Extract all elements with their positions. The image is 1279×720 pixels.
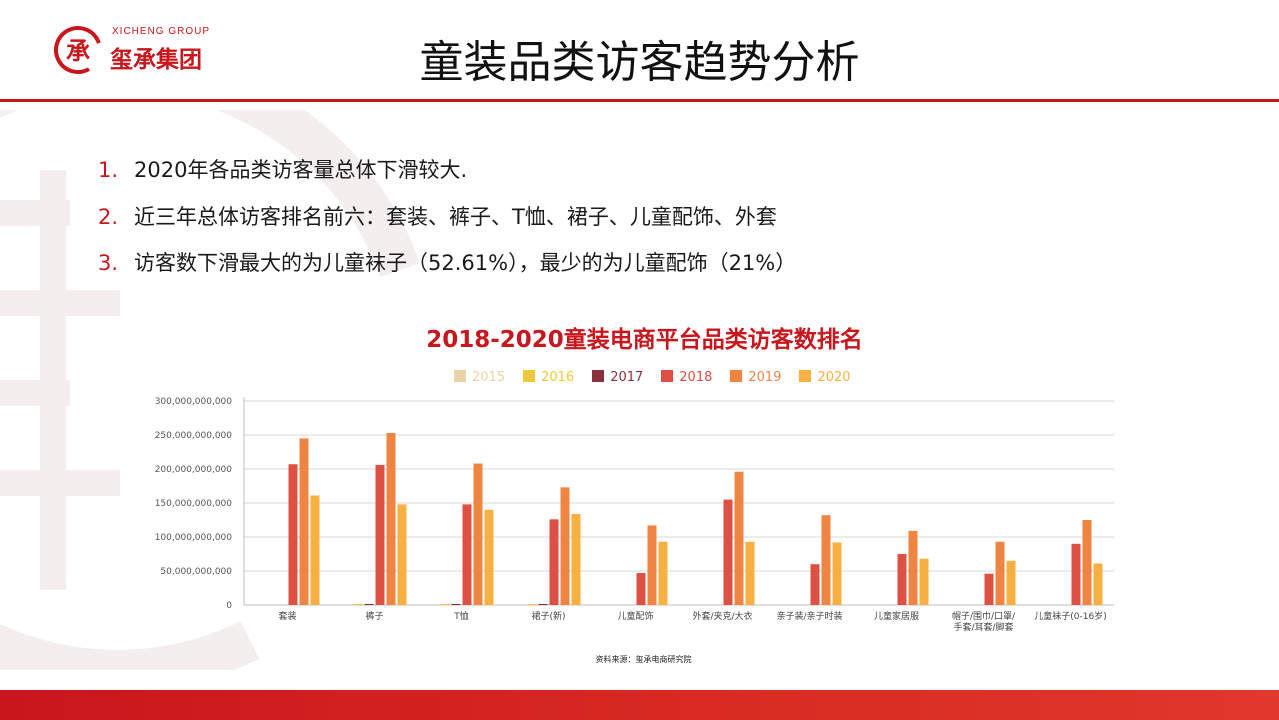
x-tick-label: 裤子 <box>365 610 383 622</box>
bar-2020 <box>310 495 320 605</box>
bar-2019 <box>299 438 309 605</box>
footer-bar <box>0 690 1279 720</box>
x-tick-label: 手套/耳套/脚套 <box>953 621 1013 633</box>
key-point-number: 1. <box>98 158 119 182</box>
legend-item: 2019 <box>730 370 781 385</box>
bar-2019 <box>908 530 918 605</box>
bar-2017 <box>451 603 461 605</box>
key-point-2: 2. 近三年总体访客排名前六：套装、裤子、T恤、裙子、儿童配饰、外套 <box>98 205 796 229</box>
x-tick-label: 儿童家居服 <box>874 610 919 622</box>
key-point-3: 3. 访客数下滑最大的为儿童袜子（52.61%），最少的为儿童配饰（21%） <box>98 251 796 275</box>
key-point-text: 访客数下滑最大的为儿童袜子（52.61%），最少的为儿童配饰（21%） <box>134 251 797 275</box>
y-tick-label: 0 <box>226 601 232 611</box>
bar-2016 <box>527 603 537 605</box>
bar-2018 <box>1071 543 1081 605</box>
bar-2016 <box>353 603 363 605</box>
legend-label: 2015 <box>472 370 506 385</box>
bar-2018 <box>810 564 820 605</box>
bar-2019 <box>821 515 831 605</box>
brand-seal-text: 承 <box>66 37 90 65</box>
key-point-number: 2. <box>98 204 119 229</box>
y-tick-label: 150,000,000,000 <box>155 499 233 509</box>
x-tick-label: 帽子/围巾/口罩/ <box>952 610 1016 622</box>
legend-item: 2018 <box>661 370 712 385</box>
bar-2018 <box>288 464 298 605</box>
bar-2018 <box>984 573 994 605</box>
y-tick-label: 100,000,000,000 <box>155 533 233 543</box>
watermark-logo <box>0 110 420 670</box>
header: 承 XICHENG GROUP 玺承集团 童装品类访客趋势分析 <box>0 0 1279 102</box>
legend-swatch <box>592 370 605 382</box>
bar-2020 <box>919 558 929 605</box>
bar-2017 <box>364 603 374 605</box>
bar-2017 <box>538 603 548 605</box>
data-source-note: 资料来源：玺承电商研究院 <box>595 655 692 664</box>
x-tick-label: 亲子装/亲子时装 <box>776 610 842 622</box>
x-tick-label: T恤 <box>453 610 469 622</box>
page-title: 童装品类访客趋势分析 <box>419 37 860 88</box>
chart-title: 2018-2020童装电商平台品类访客数排名 <box>426 327 863 353</box>
company-logo: 承 XICHENG GROUP 玺承集团 <box>52 22 222 82</box>
x-tick-label: 外套/夹克/大衣 <box>692 610 752 622</box>
legend-label: 2019 <box>748 370 782 385</box>
bar-2020 <box>832 542 842 605</box>
legend-label: 2016 <box>541 370 575 385</box>
legend-item: 2016 <box>523 370 574 385</box>
bar-2020 <box>397 504 407 605</box>
bar-2019 <box>647 525 657 605</box>
legend-label: 2020 <box>817 370 851 385</box>
bar-2016 <box>440 603 450 605</box>
bar-2019 <box>1082 520 1092 605</box>
legend-swatch <box>523 370 536 382</box>
legend-item: 2020 <box>799 370 851 385</box>
key-point-text: 2020年各品类访客量总体下滑较大. <box>134 158 468 182</box>
key-point-number: 3. <box>98 251 119 275</box>
brand-seal-icon: 承 <box>54 25 102 74</box>
legend-swatch <box>799 370 812 382</box>
y-tick-label: 250,000,000,000 <box>155 431 233 441</box>
legend-label: 2018 <box>679 370 713 385</box>
x-tick-label: 套装 <box>278 610 296 622</box>
bar-2020 <box>1006 560 1016 605</box>
brand-name-cn: 玺承集团 <box>110 47 202 73</box>
legend-item: 2015 <box>454 370 505 385</box>
y-tick-label: 200,000,000,000 <box>155 465 233 475</box>
y-tick-label: 300,000,000,000 <box>155 397 233 407</box>
bar-2019 <box>386 432 396 605</box>
bar-2020 <box>571 513 581 605</box>
bar-2020 <box>484 509 494 605</box>
bar-2019 <box>734 471 744 605</box>
key-point-text: 近三年总体访客排名前六：套装、裤子、T恤、裙子、儿童配饰、外套 <box>134 204 777 229</box>
chart-legend: 2015 2016 2017 2018 2019 2020 <box>454 366 869 385</box>
legend-label: 2017 <box>610 370 644 385</box>
legend-swatch <box>454 370 466 382</box>
bar-2018 <box>549 519 559 605</box>
x-tick-label: 裙子(新) <box>531 610 565 622</box>
bar-2018 <box>636 573 646 605</box>
legend-swatch <box>661 370 674 382</box>
bar-2019 <box>473 463 483 605</box>
bar-2020 <box>1093 563 1103 605</box>
bar-2018 <box>897 554 907 605</box>
key-point-1: 1. 2020年各品类访客量总体下滑较大. <box>98 158 796 182</box>
bar-2019 <box>995 541 1005 605</box>
bar-chart: 0 50,000,000,000 100,000,000,000 150,000,00… <box>155 397 1114 633</box>
bar-2020 <box>658 541 668 605</box>
y-tick-label: 50,000,000,000 <box>160 567 232 577</box>
bar-2018 <box>462 504 472 605</box>
bar-2018 <box>723 499 733 605</box>
key-points-list: 1. 2020年各品类访客量总体下滑较大. 2. 近三年总体访客排名前六：套装、裤子… <box>98 158 796 298</box>
legend-item: 2017 <box>592 370 643 385</box>
bar-2020 <box>745 541 755 605</box>
legend-swatch <box>730 370 743 382</box>
bar-2018 <box>375 464 385 605</box>
brand-name-en: XICHENG GROUP <box>112 26 211 37</box>
bar-2019 <box>560 487 570 605</box>
header-divider <box>0 99 1279 102</box>
x-tick-label: 儿童袜子(0-16岁) <box>1034 610 1106 622</box>
x-tick-label: 儿童配饰 <box>617 610 653 622</box>
